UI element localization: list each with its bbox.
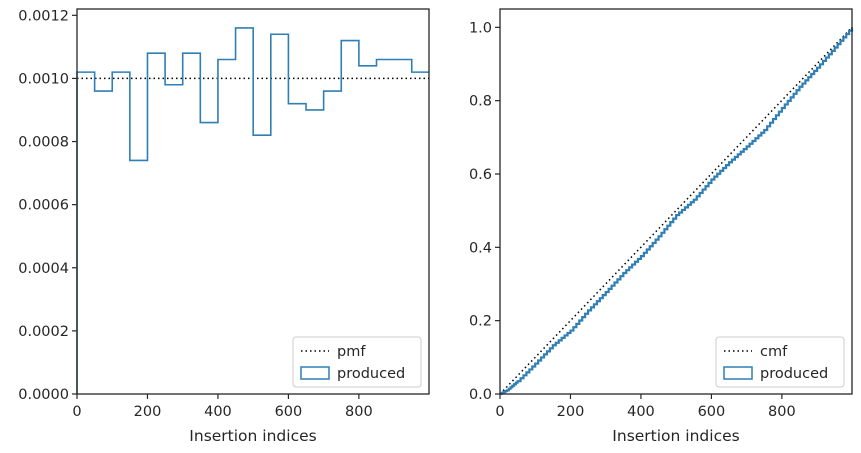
y-tick-label: 0.0000 [18,387,69,403]
y-tick-label: 0.0010 [18,71,69,87]
histogram-bin [218,59,236,394]
series-produced-line [500,27,854,396]
histogram-bin [147,53,165,394]
y-tick-label: 0.8 [469,94,492,110]
legend-label-cmf: cmf [760,344,788,360]
histogram-bin [95,91,113,394]
x-tick-label: 0 [72,404,81,420]
legend-swatch-produced [300,366,330,380]
legend-label-produced: produced [337,366,405,382]
y-tick-label: 0.2 [469,314,492,330]
y-tick-label: 0.0012 [18,8,69,24]
y-tick-label: 1.0 [469,20,492,36]
right-chart: 0.0 0.2 0.4 0.6 0.8 1.0 0 200 400 600 800 Insertion… [469,8,854,445]
x-tick-label: 200 [557,404,585,420]
y-tick-label: 0.0008 [18,135,69,151]
axes-frame [499,8,853,395]
legend-swatch-produced [723,366,753,380]
x-tick-label: 200 [134,404,162,420]
x-tick-label: 800 [345,404,373,420]
histogram-bin [271,34,289,394]
y-tick-label: 0.4 [469,240,492,256]
x-axis-label: Insertion indices [612,427,739,445]
histogram-bin [253,135,271,394]
histogram-bin [183,53,201,394]
legend-label-produced: produced [760,366,828,382]
y-tick-label: 0.0 [469,387,492,403]
histogram-bin [200,123,218,394]
series-produced-histogram [76,27,429,394]
x-tick-label: 600 [275,404,303,420]
legend: pmf produced [292,336,422,388]
histogram-bin [77,72,95,394]
legend-box [715,336,845,388]
y-tick-label: 0.0006 [18,198,69,214]
histogram-bin [112,72,130,394]
legend-box [292,336,422,388]
x-tick-label: 0 [495,404,504,420]
left-chart: 0.0000 0.0002 0.0004 0.0006 0.0008 0.0010 0.00… [18,8,430,445]
y-tick-label: 0.0002 [18,324,69,340]
histogram-bin [165,85,183,394]
histogram-bin [130,160,148,394]
x-tick-label: 800 [768,404,796,420]
legend-label-pmf: pmf [337,344,366,360]
legend: cmf produced [715,336,845,388]
axes-frame [76,8,430,395]
y-tick-label: 0.0004 [18,261,69,277]
x-tick-label: 400 [204,404,232,420]
x-tick-label: 600 [698,404,726,420]
x-tick-label: 400 [627,404,655,420]
x-axis-label: Insertion indices [189,427,316,445]
series-cmf-line [499,26,853,395]
y-tick-label: 0.6 [469,167,492,183]
histogram-bin [236,28,254,394]
